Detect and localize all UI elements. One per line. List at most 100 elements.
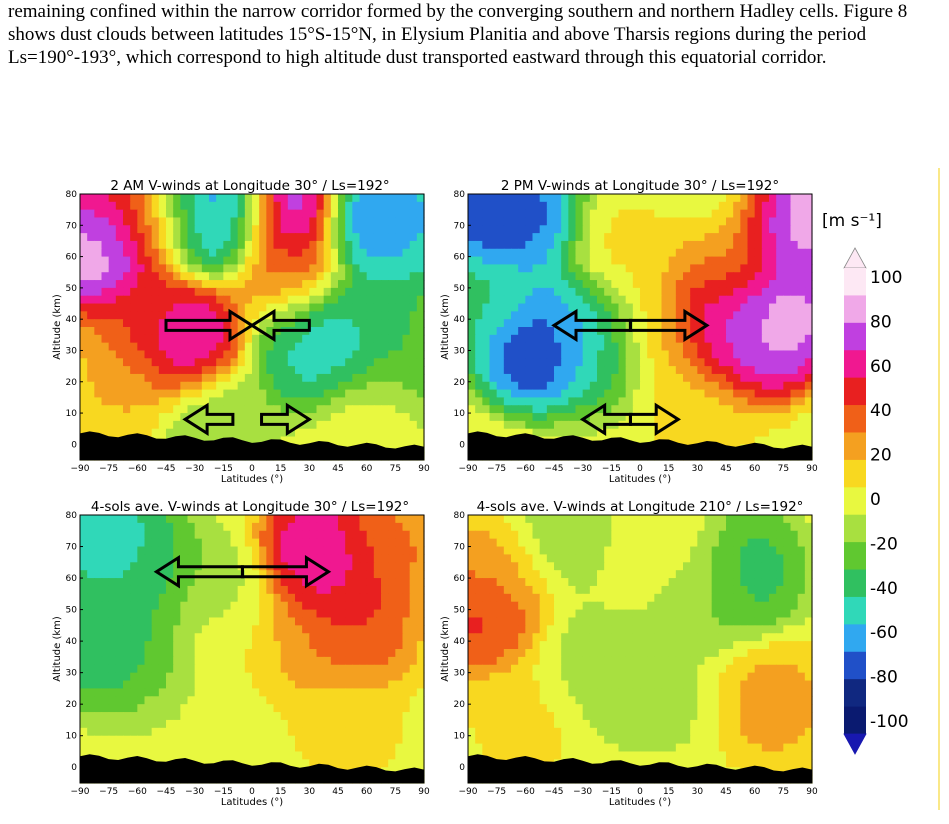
panel-title: 2 PM V-winds at Longitude 30° / Ls=192° — [501, 178, 779, 194]
field-cell — [769, 295, 777, 305]
field-cell — [173, 373, 181, 383]
field-cell — [575, 256, 584, 266]
field-cell — [330, 515, 339, 524]
field-cell — [366, 194, 375, 203]
field-cell — [482, 366, 491, 375]
field-cell — [726, 327, 734, 336]
field-cell — [554, 248, 562, 258]
field-cell — [209, 201, 217, 211]
field-cell — [776, 397, 784, 406]
field-cell — [330, 280, 339, 289]
field-cell — [338, 593, 346, 603]
y-tick-label: 30 — [454, 346, 466, 356]
field-cell — [675, 256, 684, 266]
field-cell — [338, 712, 346, 721]
field-cell — [761, 358, 770, 367]
field-cell — [180, 201, 189, 211]
field-cell — [151, 743, 160, 753]
field-cell — [295, 350, 303, 359]
field-cell — [338, 366, 346, 375]
field-cell — [769, 342, 777, 352]
field-cell — [237, 256, 246, 266]
field-cell — [166, 366, 174, 375]
field-cell — [180, 319, 189, 328]
field-cell — [503, 272, 512, 281]
field-cell — [769, 373, 777, 383]
field-cell — [718, 287, 727, 297]
field-cell — [661, 373, 670, 383]
field-cell — [546, 240, 555, 250]
field-cell — [280, 272, 289, 281]
field-cell — [381, 428, 389, 438]
field-cell — [561, 287, 569, 297]
field-cell — [654, 240, 663, 250]
field-cell — [640, 373, 648, 383]
field-cell — [80, 688, 88, 697]
field-cell — [330, 735, 339, 745]
field-cell — [575, 358, 584, 367]
field-cell — [690, 201, 698, 211]
field-cell — [769, 217, 777, 226]
field-cell — [180, 538, 189, 548]
field-cell — [80, 233, 88, 242]
field-cell — [252, 641, 260, 650]
field-cell — [776, 373, 784, 383]
field-cell — [137, 358, 146, 367]
field-cell — [366, 759, 375, 768]
field-cell — [582, 194, 591, 203]
field-cell — [640, 280, 648, 289]
field-cell — [316, 649, 325, 658]
field-cell — [302, 233, 310, 242]
field-cell — [323, 641, 332, 650]
field-cell — [137, 397, 146, 406]
field-cell — [661, 389, 670, 399]
field-cell — [718, 358, 727, 367]
field-cell — [518, 373, 526, 383]
field-cell — [309, 735, 318, 745]
field-cell — [561, 413, 569, 422]
field-cell — [697, 389, 706, 399]
field-cell — [690, 334, 698, 344]
field-cell — [352, 256, 361, 266]
field-cell — [561, 217, 569, 226]
field-cell — [123, 585, 131, 595]
field-cell — [230, 248, 239, 258]
field-cell — [158, 649, 167, 658]
field-cell — [683, 256, 691, 266]
field-cell — [489, 272, 498, 281]
field-cell — [151, 381, 160, 391]
field-cell — [468, 342, 476, 352]
field-cell — [647, 233, 655, 242]
field-cell — [539, 319, 548, 328]
field-cell — [640, 311, 648, 320]
field-cell — [511, 405, 519, 414]
field-cell — [158, 194, 167, 203]
field-cell — [561, 201, 569, 211]
field-cell — [690, 256, 698, 266]
field-cell — [130, 311, 138, 320]
field-cell — [137, 719, 146, 729]
field-cell — [144, 522, 153, 532]
field-cell — [244, 381, 253, 391]
field-cell — [130, 358, 138, 367]
field-cell — [173, 311, 181, 320]
field-cell — [345, 562, 353, 571]
field-cell — [632, 373, 641, 383]
field-cell — [345, 664, 353, 674]
field-cell — [237, 696, 246, 705]
field-cell — [345, 280, 353, 289]
field-cell — [230, 295, 239, 305]
field-cell — [381, 712, 389, 721]
field-cell — [804, 264, 813, 273]
field-cell — [388, 319, 396, 328]
field-cell — [252, 719, 260, 729]
field-cell — [323, 280, 332, 289]
field-cell — [511, 389, 519, 399]
field-cell — [503, 194, 512, 203]
field-cell — [194, 554, 203, 563]
field-cell — [718, 225, 727, 234]
field-cell — [144, 751, 153, 760]
field-cell — [661, 280, 670, 289]
field-cell — [416, 201, 425, 211]
field-cell — [373, 194, 382, 203]
